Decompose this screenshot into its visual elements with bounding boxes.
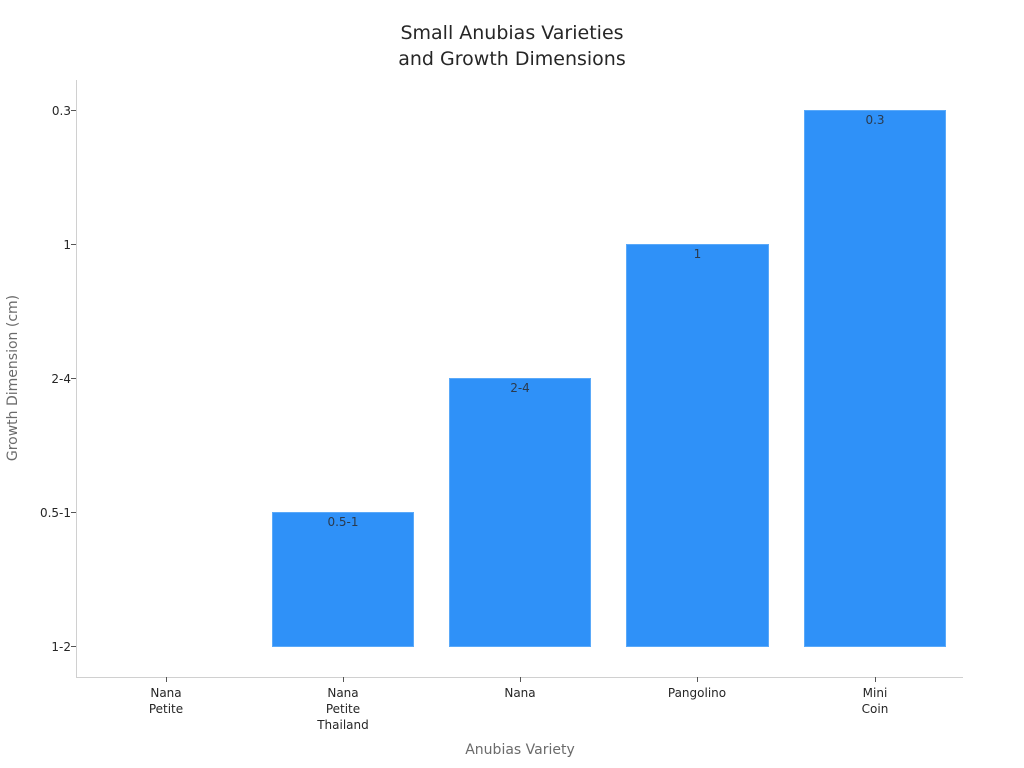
y-tick [71,110,76,111]
x-tick [520,677,521,682]
chart-title-line-2: and Growth Dimensions [398,48,626,70]
y-tick [71,512,76,513]
y-tick-label: 1-2 [51,640,71,654]
y-tick [71,378,76,379]
bar-value-label: 2-4 [510,381,530,395]
bar-value-label: 1 [693,247,702,261]
y-tick [71,244,76,245]
x-tick-label: Nana Petite [148,686,184,716]
y-tick [71,646,76,647]
x-tick [166,677,167,682]
x-tick-label: Nana Petite Thailand [317,686,369,732]
bar-mini-coin: 0.3 [804,110,946,647]
y-tick-label: 0.3 [51,104,71,118]
x-tick [343,677,344,682]
y-axis-line [76,80,77,677]
bar-pangolino: 1 [626,244,769,647]
y-tick-label: 2-4 [51,372,71,386]
x-axis-title: Anubias Variety [465,742,575,758]
x-tick [697,677,698,682]
bar-nana: 2-4 [449,378,591,647]
bar-nana-petite-thailand: 0.5-1 [272,512,414,647]
y-tick-label: 1 [63,238,71,252]
x-tick-label: Pangolino [667,686,727,700]
x-tick-label: Nana [504,686,536,700]
y-tick-label: 0.5-1 [39,506,71,520]
bar-value-label: 0.5-1 [327,515,359,529]
chart-title-line-1: Small Anubias Varieties [400,22,624,44]
x-tick [875,677,876,682]
bar-value-label: 0.3 [865,113,885,127]
x-axis-line [76,677,963,678]
x-tick-label: Mini Coin [861,686,889,716]
y-axis-title: Growth Dimension (cm) [5,294,21,462]
